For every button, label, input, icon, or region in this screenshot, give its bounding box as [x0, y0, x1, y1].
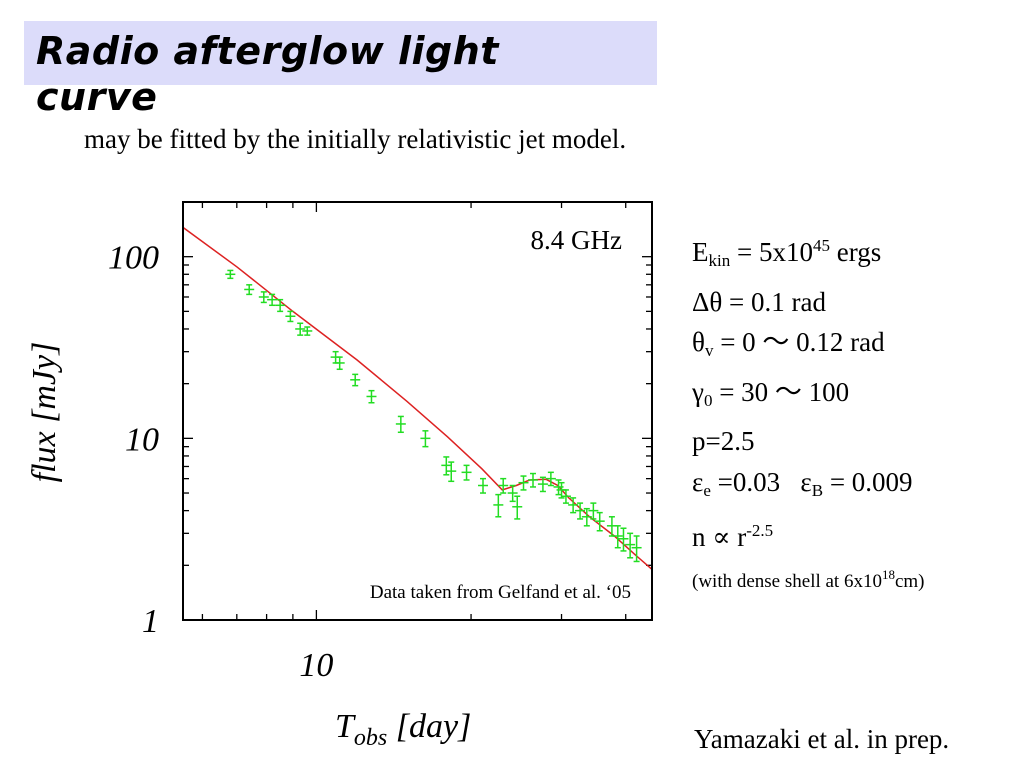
data-point	[395, 415, 406, 434]
model-parameters: Ekin = 5x1045 ergs Δθ = 0.1 rad θv = 0 ～…	[692, 226, 925, 599]
model-curve-layer	[183, 226, 652, 570]
data-point	[420, 430, 431, 448]
data-point	[446, 461, 457, 483]
param-gamma0: γ0 = 30 ～ 100	[692, 376, 850, 410]
data-point	[537, 476, 548, 493]
data-point	[461, 464, 472, 481]
data-point	[618, 527, 629, 552]
slide-subtitle: may be fitted by the initially relativis…	[84, 124, 627, 154]
data-point	[568, 497, 579, 514]
x-tick-label: 10	[299, 647, 333, 684]
data-point	[512, 495, 523, 520]
data-point	[258, 291, 269, 304]
data-point	[244, 284, 255, 296]
data-point	[575, 502, 586, 520]
data-point	[225, 269, 236, 280]
param-density: n ∝ r-2.5	[692, 521, 774, 552]
frequency-label: 8.4 GHz	[531, 225, 622, 255]
param-p: p=2.5	[692, 426, 755, 456]
data-point	[507, 484, 518, 503]
title-background	[24, 21, 657, 85]
y-tick-label: 10	[125, 421, 159, 458]
plot-frame	[182, 201, 653, 621]
data-point	[302, 326, 313, 336]
data-point	[518, 475, 529, 491]
model-curve	[183, 226, 652, 570]
x-axis-label: Tobs [day]	[335, 708, 471, 751]
data-point	[612, 525, 623, 549]
data-point	[441, 456, 452, 476]
param-dtheta: Δθ = 0.1 rad	[692, 286, 826, 317]
y-tick-label: 1	[142, 603, 159, 640]
axis-labels: 1 10 100 10	[108, 240, 333, 684]
data-point	[267, 293, 278, 307]
slide-title: Radio afterglow light curve	[36, 29, 499, 119]
data-point	[295, 322, 306, 336]
data-point	[588, 502, 599, 520]
data-point	[478, 477, 489, 494]
data-point	[631, 535, 642, 563]
y-axis-label: flux [mJy]	[26, 342, 63, 483]
data-point	[625, 532, 636, 559]
param-ekin: Ekin = 5x1045 ergs	[692, 236, 882, 270]
data-point	[285, 310, 296, 323]
data-point	[560, 489, 571, 504]
data-point	[498, 477, 509, 494]
data-source-label: Data taken from Gelfand et al. ‘05	[370, 582, 631, 603]
data-point	[350, 373, 361, 387]
data-point	[366, 389, 377, 404]
y-tick-label: 100	[108, 240, 159, 277]
data-point	[493, 493, 504, 518]
credit-text: Yamazaki et al. in prep.	[694, 724, 950, 754]
param-thetav: θv = 0 ～ 0.12 rad	[692, 327, 885, 360]
data-point	[581, 507, 592, 527]
data-point	[275, 298, 286, 313]
data-point	[545, 471, 556, 487]
data-point	[594, 511, 605, 532]
param-epsilon: εe =0.03 εB = 0.009	[692, 466, 913, 500]
data-point	[528, 472, 539, 488]
data-point	[334, 356, 345, 371]
data-points-layer	[225, 269, 642, 563]
param-dense-shell: (with dense shell at 6x1018cm)	[692, 566, 925, 592]
